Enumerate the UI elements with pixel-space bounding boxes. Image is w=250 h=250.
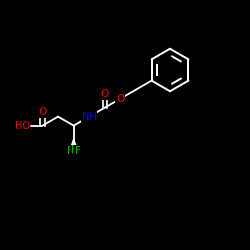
Text: O: O <box>38 107 46 117</box>
Text: F: F <box>75 146 80 156</box>
Text: O: O <box>116 94 124 104</box>
Text: HO: HO <box>14 121 30 131</box>
Text: F: F <box>71 146 76 156</box>
Text: O: O <box>101 89 109 99</box>
Text: F: F <box>67 146 72 156</box>
Text: NH: NH <box>82 112 96 122</box>
